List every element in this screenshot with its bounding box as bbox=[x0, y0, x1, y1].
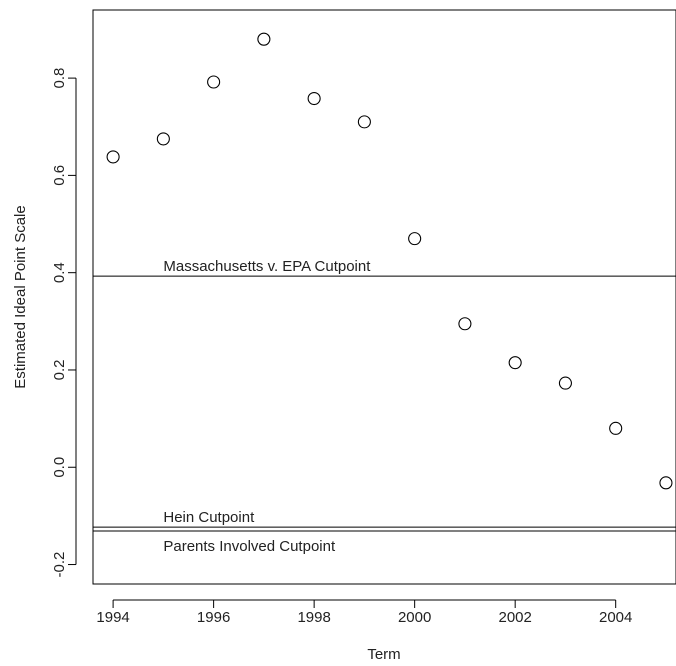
data-point bbox=[408, 232, 422, 246]
y-axis-title: Estimated Ideal Point Scale bbox=[12, 205, 29, 388]
x-tick-label: 1998 bbox=[297, 609, 330, 626]
plot-frame bbox=[92, 9, 676, 585]
data-point bbox=[357, 115, 371, 129]
data-point bbox=[257, 32, 271, 46]
y-tick-label: 0.0 bbox=[51, 457, 68, 478]
data-point bbox=[508, 356, 522, 370]
reference-lines: Massachusetts v. EPA Cutpoint Hein Cutpoi… bbox=[93, 258, 676, 555]
y-tick-label: -0.2 bbox=[51, 552, 68, 578]
x-axis-title: Term bbox=[367, 646, 400, 663]
y-tick-label: 0.8 bbox=[51, 68, 68, 89]
x-tick-label: 1996 bbox=[197, 609, 230, 626]
data-point bbox=[659, 476, 673, 490]
y-tick-label: 0.4 bbox=[51, 262, 68, 283]
reference-line-label: Massachusetts v. EPA Cutpoint bbox=[163, 258, 371, 275]
data-point bbox=[458, 317, 472, 331]
reference-line-label: Hein Cutpoint bbox=[163, 509, 255, 526]
x-tick-label: 1994 bbox=[96, 609, 129, 626]
y-tick-label: 0.6 bbox=[51, 165, 68, 186]
data-point bbox=[106, 150, 120, 164]
x-tick-label: 2000 bbox=[398, 609, 431, 626]
data-point bbox=[207, 75, 221, 89]
x-tick-label: 2004 bbox=[599, 609, 632, 626]
data-point bbox=[609, 421, 623, 435]
y-axis: -0.2 0.0 0.2 0.4 0.6 0.8 bbox=[51, 68, 77, 578]
data-point bbox=[558, 376, 572, 390]
x-axis: 1994 1996 1998 2000 2002 2004 bbox=[96, 599, 632, 626]
data-point bbox=[156, 132, 170, 146]
x-tick-label: 2002 bbox=[498, 609, 531, 626]
data-points bbox=[106, 32, 673, 490]
y-tick-label: 0.2 bbox=[51, 360, 68, 381]
data-point bbox=[307, 91, 321, 106]
reference-line-label: Parents Involved Cutpoint bbox=[163, 538, 336, 555]
